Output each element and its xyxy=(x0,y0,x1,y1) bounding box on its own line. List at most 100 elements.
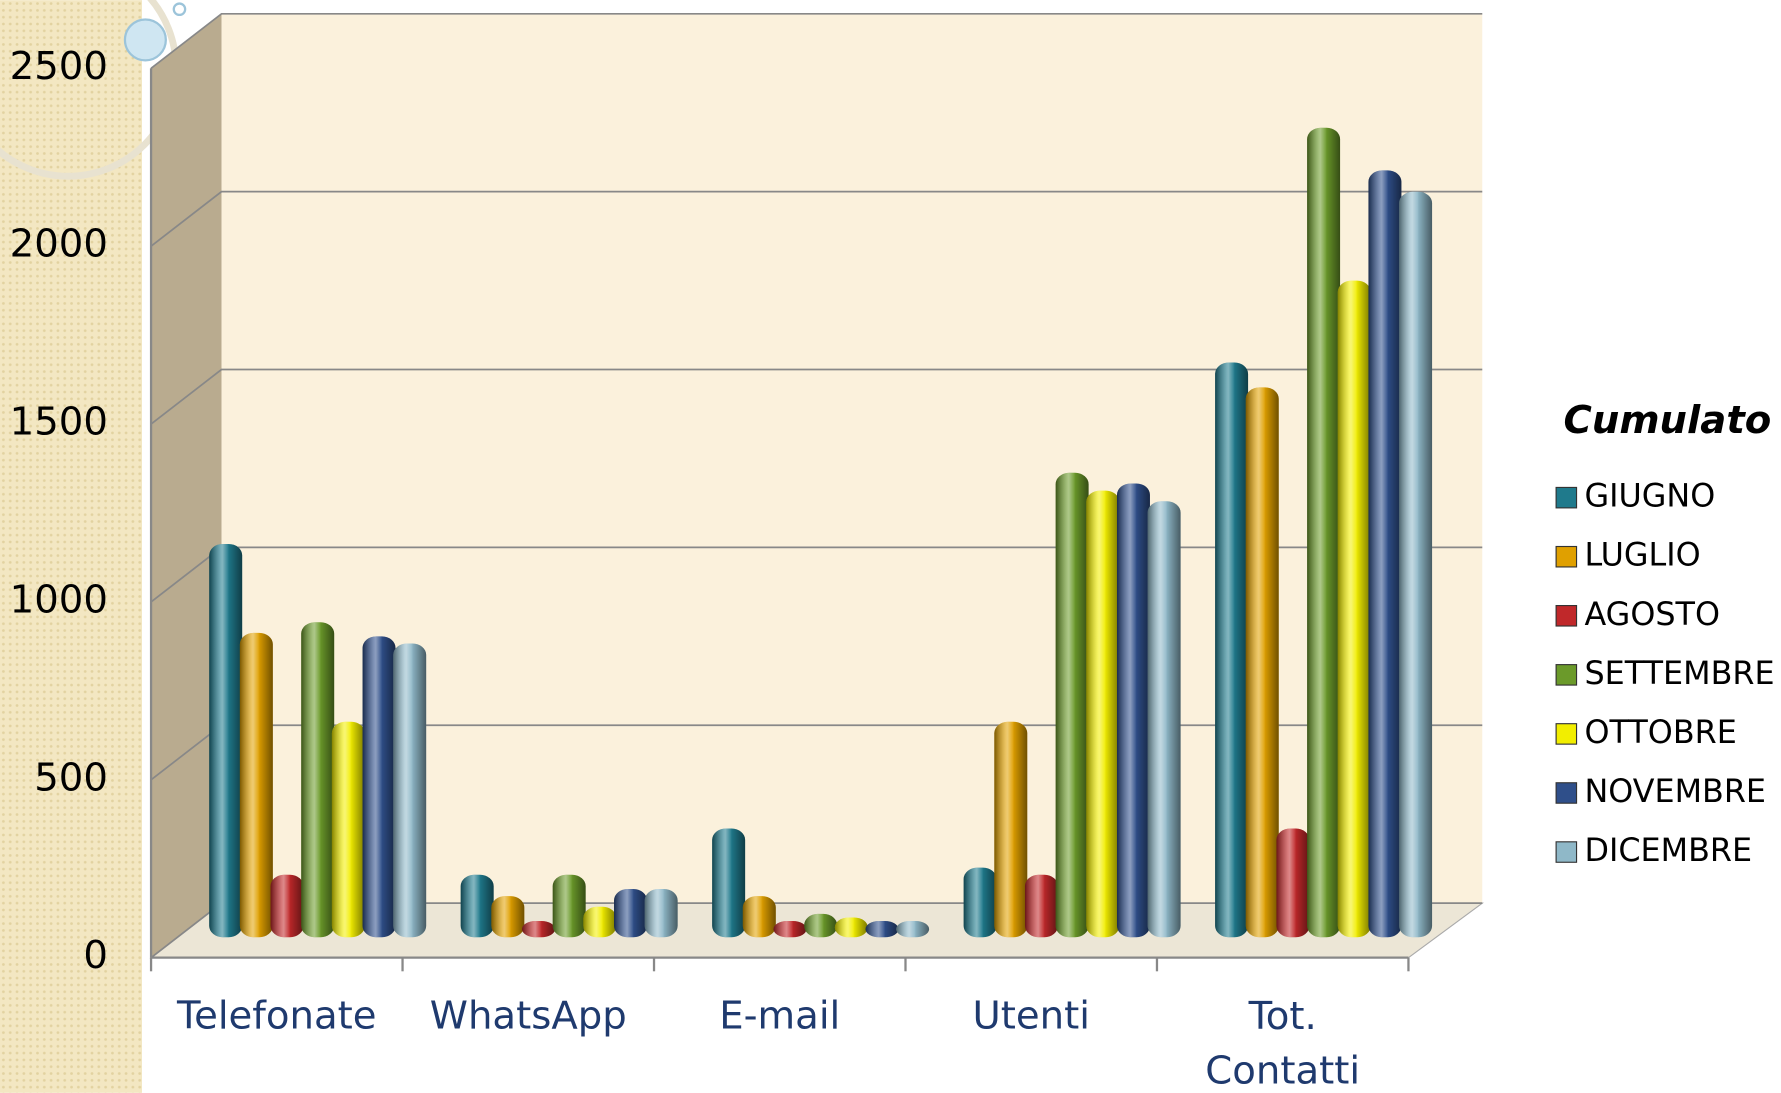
bar-shine xyxy=(834,917,868,938)
bar xyxy=(301,622,335,938)
bar-shine xyxy=(522,921,555,938)
bar xyxy=(1307,127,1341,938)
x-tick-label: WhatsApp xyxy=(430,993,627,1038)
bar xyxy=(1147,501,1181,938)
legend-swatch xyxy=(1555,545,1578,568)
x-tick-label: Telefonate xyxy=(176,993,377,1038)
bar xyxy=(1245,387,1279,938)
bar-shine xyxy=(583,906,617,938)
bar-shine xyxy=(1399,191,1433,938)
x-tick-label: Utenti xyxy=(972,993,1090,1038)
legend-label: DICEMBRE xyxy=(1584,832,1752,869)
grid-line xyxy=(150,368,1483,425)
bar xyxy=(804,913,838,938)
bar xyxy=(773,921,807,938)
legend-label: OTTOBRE xyxy=(1584,714,1736,751)
legend-label: LUGLIO xyxy=(1584,537,1700,574)
bar-shine xyxy=(1147,501,1181,938)
bar xyxy=(209,543,243,938)
decor-bubble xyxy=(172,2,187,17)
bar-shine xyxy=(331,721,365,938)
legend-swatch xyxy=(1555,486,1578,509)
bar xyxy=(896,921,930,938)
legend-label: SETTEMBRE xyxy=(1584,655,1774,692)
bar xyxy=(331,721,365,938)
legend-title: Cumulato xyxy=(1564,398,1772,443)
bar-shine xyxy=(460,874,494,938)
bar xyxy=(270,874,304,938)
bar-shine xyxy=(1337,280,1371,938)
bar-shine xyxy=(1215,362,1249,938)
bar-shine xyxy=(239,632,273,938)
legend-label: GIUGNO xyxy=(1584,478,1715,515)
y-tick-label: 1500 xyxy=(10,400,108,445)
bar-shine xyxy=(963,867,997,938)
bar-shine xyxy=(896,921,930,938)
bar xyxy=(552,874,586,938)
y-tick-label: 1000 xyxy=(10,577,108,622)
bar-shine xyxy=(644,889,678,938)
bar-shine xyxy=(804,913,838,938)
bar xyxy=(1276,828,1310,938)
y-tick-label: 0 xyxy=(83,933,108,978)
bar-shine xyxy=(393,643,427,938)
legend-label: NOVEMBRE xyxy=(1584,773,1766,810)
bar xyxy=(1399,191,1433,938)
bar xyxy=(522,921,555,938)
bar-shine xyxy=(773,921,807,938)
bar xyxy=(644,889,678,938)
bar-shine xyxy=(270,874,304,938)
bar xyxy=(1024,874,1058,938)
legend-swatch xyxy=(1555,664,1578,686)
bar-shine xyxy=(209,543,243,938)
bar xyxy=(239,632,273,938)
legend-swatch xyxy=(1555,723,1578,745)
bar xyxy=(1337,280,1371,938)
x-tick-label: Tot. Contatti xyxy=(1205,993,1360,1093)
bar xyxy=(865,921,899,938)
bar-shine xyxy=(1276,828,1310,938)
side-wall xyxy=(151,13,222,958)
bar xyxy=(614,889,647,938)
bar xyxy=(583,906,617,938)
bar-shine xyxy=(614,889,647,938)
bar-shine xyxy=(491,896,525,938)
bar xyxy=(742,896,776,938)
grid-line xyxy=(150,190,1483,247)
x-tick-label: E-mail xyxy=(719,993,840,1038)
bar-shine xyxy=(1024,874,1058,938)
bar xyxy=(491,896,525,938)
bar xyxy=(1215,362,1249,938)
bar xyxy=(1368,170,1402,938)
bar-shine xyxy=(1086,490,1120,938)
bar xyxy=(712,828,746,938)
y-tick-label: 2000 xyxy=(10,222,108,267)
bar-shine xyxy=(742,896,776,938)
bar-shine xyxy=(1055,472,1089,938)
bar-shine xyxy=(994,721,1028,938)
bar-shine xyxy=(552,874,586,938)
bar-shine xyxy=(865,921,899,938)
side-strip xyxy=(0,0,142,1093)
bar xyxy=(1116,483,1150,938)
bar-shine xyxy=(712,828,746,938)
bar-shine xyxy=(1368,170,1402,938)
legend-label: AGOSTO xyxy=(1584,596,1720,633)
bar-shine xyxy=(1245,387,1279,938)
y-tick-label: 500 xyxy=(34,755,108,800)
bar xyxy=(1086,490,1120,938)
legend-swatch xyxy=(1555,782,1578,804)
decor-bubble xyxy=(123,18,167,62)
bar-shine xyxy=(301,622,335,938)
bar xyxy=(1055,472,1089,938)
legend-swatch xyxy=(1555,841,1578,863)
bar-shine xyxy=(1307,127,1341,938)
y-tick-label: 2500 xyxy=(10,44,108,89)
bar-shine xyxy=(362,636,396,938)
legend-swatch xyxy=(1555,604,1578,627)
grid-line xyxy=(150,12,1483,69)
bar xyxy=(362,636,396,938)
bar xyxy=(393,643,427,938)
bar xyxy=(963,867,997,938)
